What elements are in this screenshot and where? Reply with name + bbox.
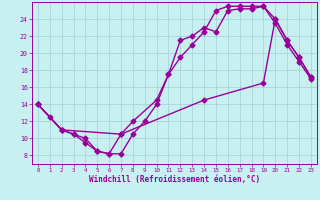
X-axis label: Windchill (Refroidissement éolien,°C): Windchill (Refroidissement éolien,°C) (89, 175, 260, 184)
